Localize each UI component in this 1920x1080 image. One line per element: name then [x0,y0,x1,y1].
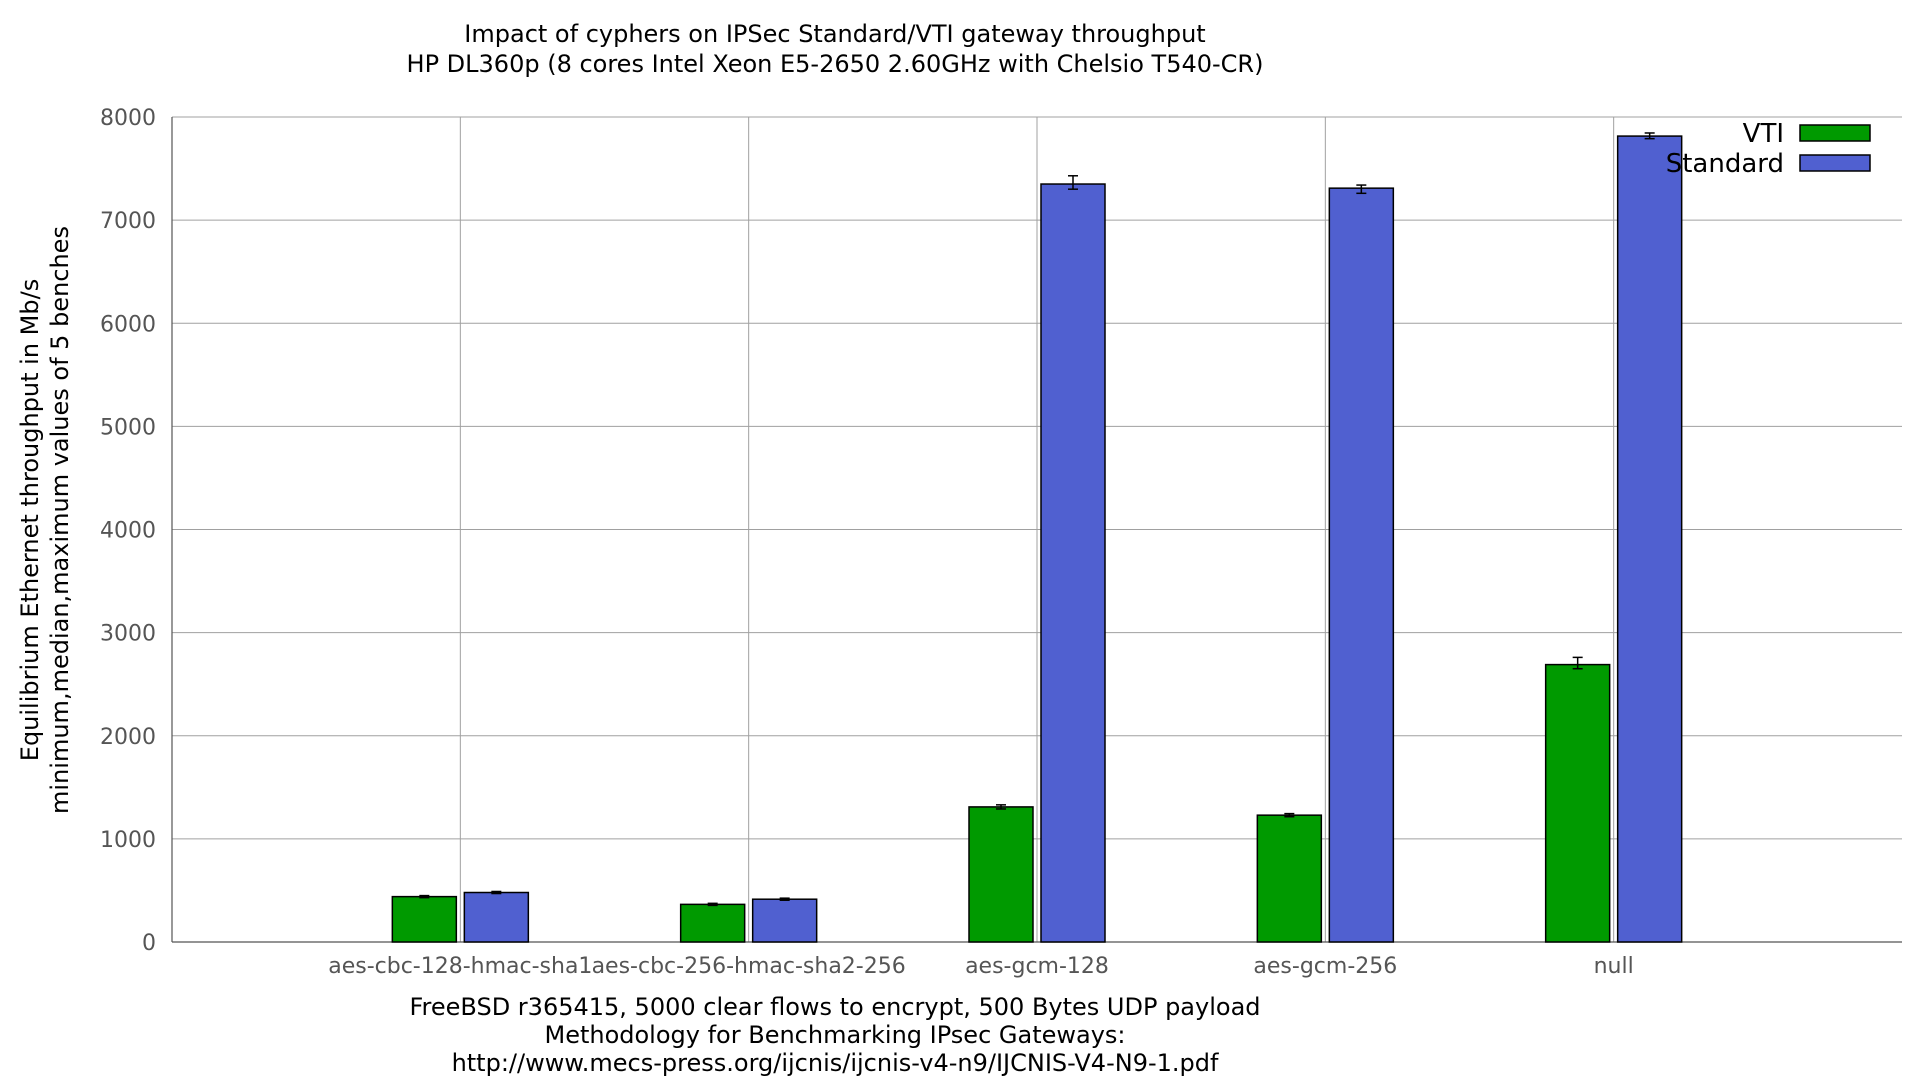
y-tick-label: 0 [142,931,156,956]
bar-vti-aes-gcm-128 [968,806,1034,943]
chart-subtitle: HP DL360p (8 cores Intel Xeon E5-2650 2.… [407,50,1264,78]
bar-standard-aes-gcm-256 [1328,187,1395,943]
x-axis-title-line-1: FreeBSD r365415, 5000 clear flows to enc… [409,993,1260,1021]
x-tick-label: aes-cbc-128-hmac-sha1 [328,954,592,979]
error-bar-vti-aes-gcm-128 [996,804,1006,810]
x-tick-label: aes-cbc-256-hmac-sha2-256 [592,954,906,979]
x-tick-label: null [1594,954,1634,979]
bar-vti-aes-gcm-256 [1256,814,1323,943]
legend-label-standard: Standard [1666,149,1784,179]
bar-vti-aes-cbc-256-hmac-sha2-256 [679,903,746,943]
y-tick-label: 3000 [100,622,156,647]
y-axis-subtitle: minimum,median,maximum values of 5 bench… [46,226,74,814]
x-axis-title-line-3: http://www.mecs-press.org/ijcnis/ijcnis-… [452,1049,1219,1077]
y-tick-labels: 0 1000 2000 3000 4000 5000 6000 7000 8000 [100,106,156,956]
x-tick-label: aes-gcm-256 [1253,954,1397,979]
error-bar-vti-aes-cbc-128-hmac-sha1 [419,894,430,899]
error-bar-vti-aes-gcm-256 [1284,812,1295,818]
legend-label-vti: VTI [1743,119,1784,149]
legend-swatch-vti [1799,124,1871,142]
chart-title: Impact of cyphers on IPSec Standard/VTI … [464,20,1205,48]
y-tick-label: 2000 [100,725,156,750]
error-bar-standard-aes-gcm-256 [1356,184,1367,195]
y-axis-title-group: Equilibrium Ethernet throughput in Mb/s … [16,226,74,814]
error-bar-standard-aes-gcm-128 [1068,175,1078,190]
grid [172,116,1902,942]
bar-vti-aes-cbc-128-hmac-sha1 [391,895,458,943]
bar-vti-null [1544,663,1611,943]
error-bar-standard-aes-cbc-256-hmac-sha2-256 [779,897,790,901]
y-tick-label: 8000 [100,106,156,131]
y-axis-title: Equilibrium Ethernet throughput in Mb/s [16,279,44,761]
y-tick-label: 7000 [100,209,156,234]
x-axis-title-line-2: Methodology for Benchmarking IPsec Gatew… [544,1021,1125,1049]
bar-standard-aes-gcm-128 [1040,183,1106,943]
error-bar-standard-aes-cbc-128-hmac-sha1 [491,890,502,895]
error-bar-standard-null [1644,132,1655,140]
y-tick-label: 5000 [100,415,156,440]
error-bar-vti-aes-cbc-256-hmac-sha2-256 [707,902,718,907]
bar-standard-aes-cbc-256-hmac-sha2-256 [751,898,818,943]
bars [391,135,1683,943]
y-tick-label: 6000 [100,312,156,337]
y-tick-label: 1000 [100,828,156,853]
x-tick-labels: aes-cbc-128-hmac-sha1 aes-cbc-256-hmac-sh… [328,954,1634,979]
legend-swatch-standard [1799,154,1871,172]
axes [171,117,1902,943]
error-bars [419,132,1655,907]
x-tick-label: aes-gcm-128 [965,954,1109,979]
y-tick-label: 4000 [100,519,156,544]
bar-standard-aes-cbc-128-hmac-sha1 [463,891,530,943]
bar-standard-null [1616,135,1683,943]
error-bar-vti-null [1572,656,1583,670]
